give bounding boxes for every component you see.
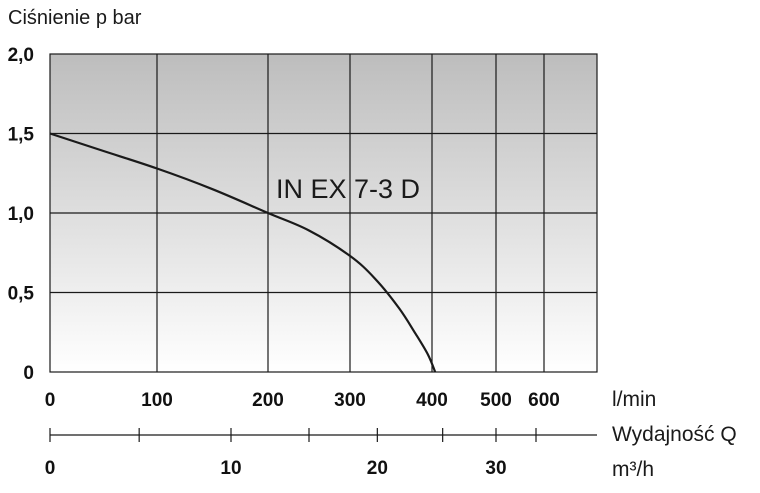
x-top-tick-label: 100 [141,390,173,411]
x-top-tick-labels: 0 100 200 300 400 500 600 [45,390,560,411]
y-tick-label: 1,0 [8,204,34,225]
x-bottom-tick-label: 30 [485,458,506,479]
y-axis-label: Ciśnienie p bar [8,7,142,29]
series-label: IN EX 7-3 D [276,174,420,204]
x-top-tick-label: 0 [45,390,56,411]
x-bottom-tick-labels: 0 10 20 30 [45,458,507,479]
x-top-tick-label: 400 [416,390,448,411]
y-tick-label: 1,5 [8,125,35,146]
x-top-tick-label: 300 [334,390,366,411]
y-tick-label: 2,0 [8,45,34,66]
y-tick-labels: 2,0 1,5 1,0 0,5 0 [8,45,35,384]
x-bottom-tick-label: 20 [367,458,388,479]
y-tick-label: 0 [23,363,34,384]
x-top-tick-label: 600 [528,390,560,411]
x-bottom-unit: m³/h [612,458,654,481]
x-bottom-axis-label: Wydajność Q [612,423,737,446]
x-top-unit: l/min [612,388,656,411]
x-top-tick-label: 200 [252,390,284,411]
series-line-in-ex-7-3-d [49,132,437,373]
plot-border [49,53,598,373]
y-tick-label: 0,5 [8,284,35,305]
x-top-tick-label: 500 [480,390,512,411]
x-bottom-ticks [49,428,537,442]
x-bottom-tick-label: 0 [45,458,56,479]
x-bottom-tick-label: 10 [220,458,241,479]
